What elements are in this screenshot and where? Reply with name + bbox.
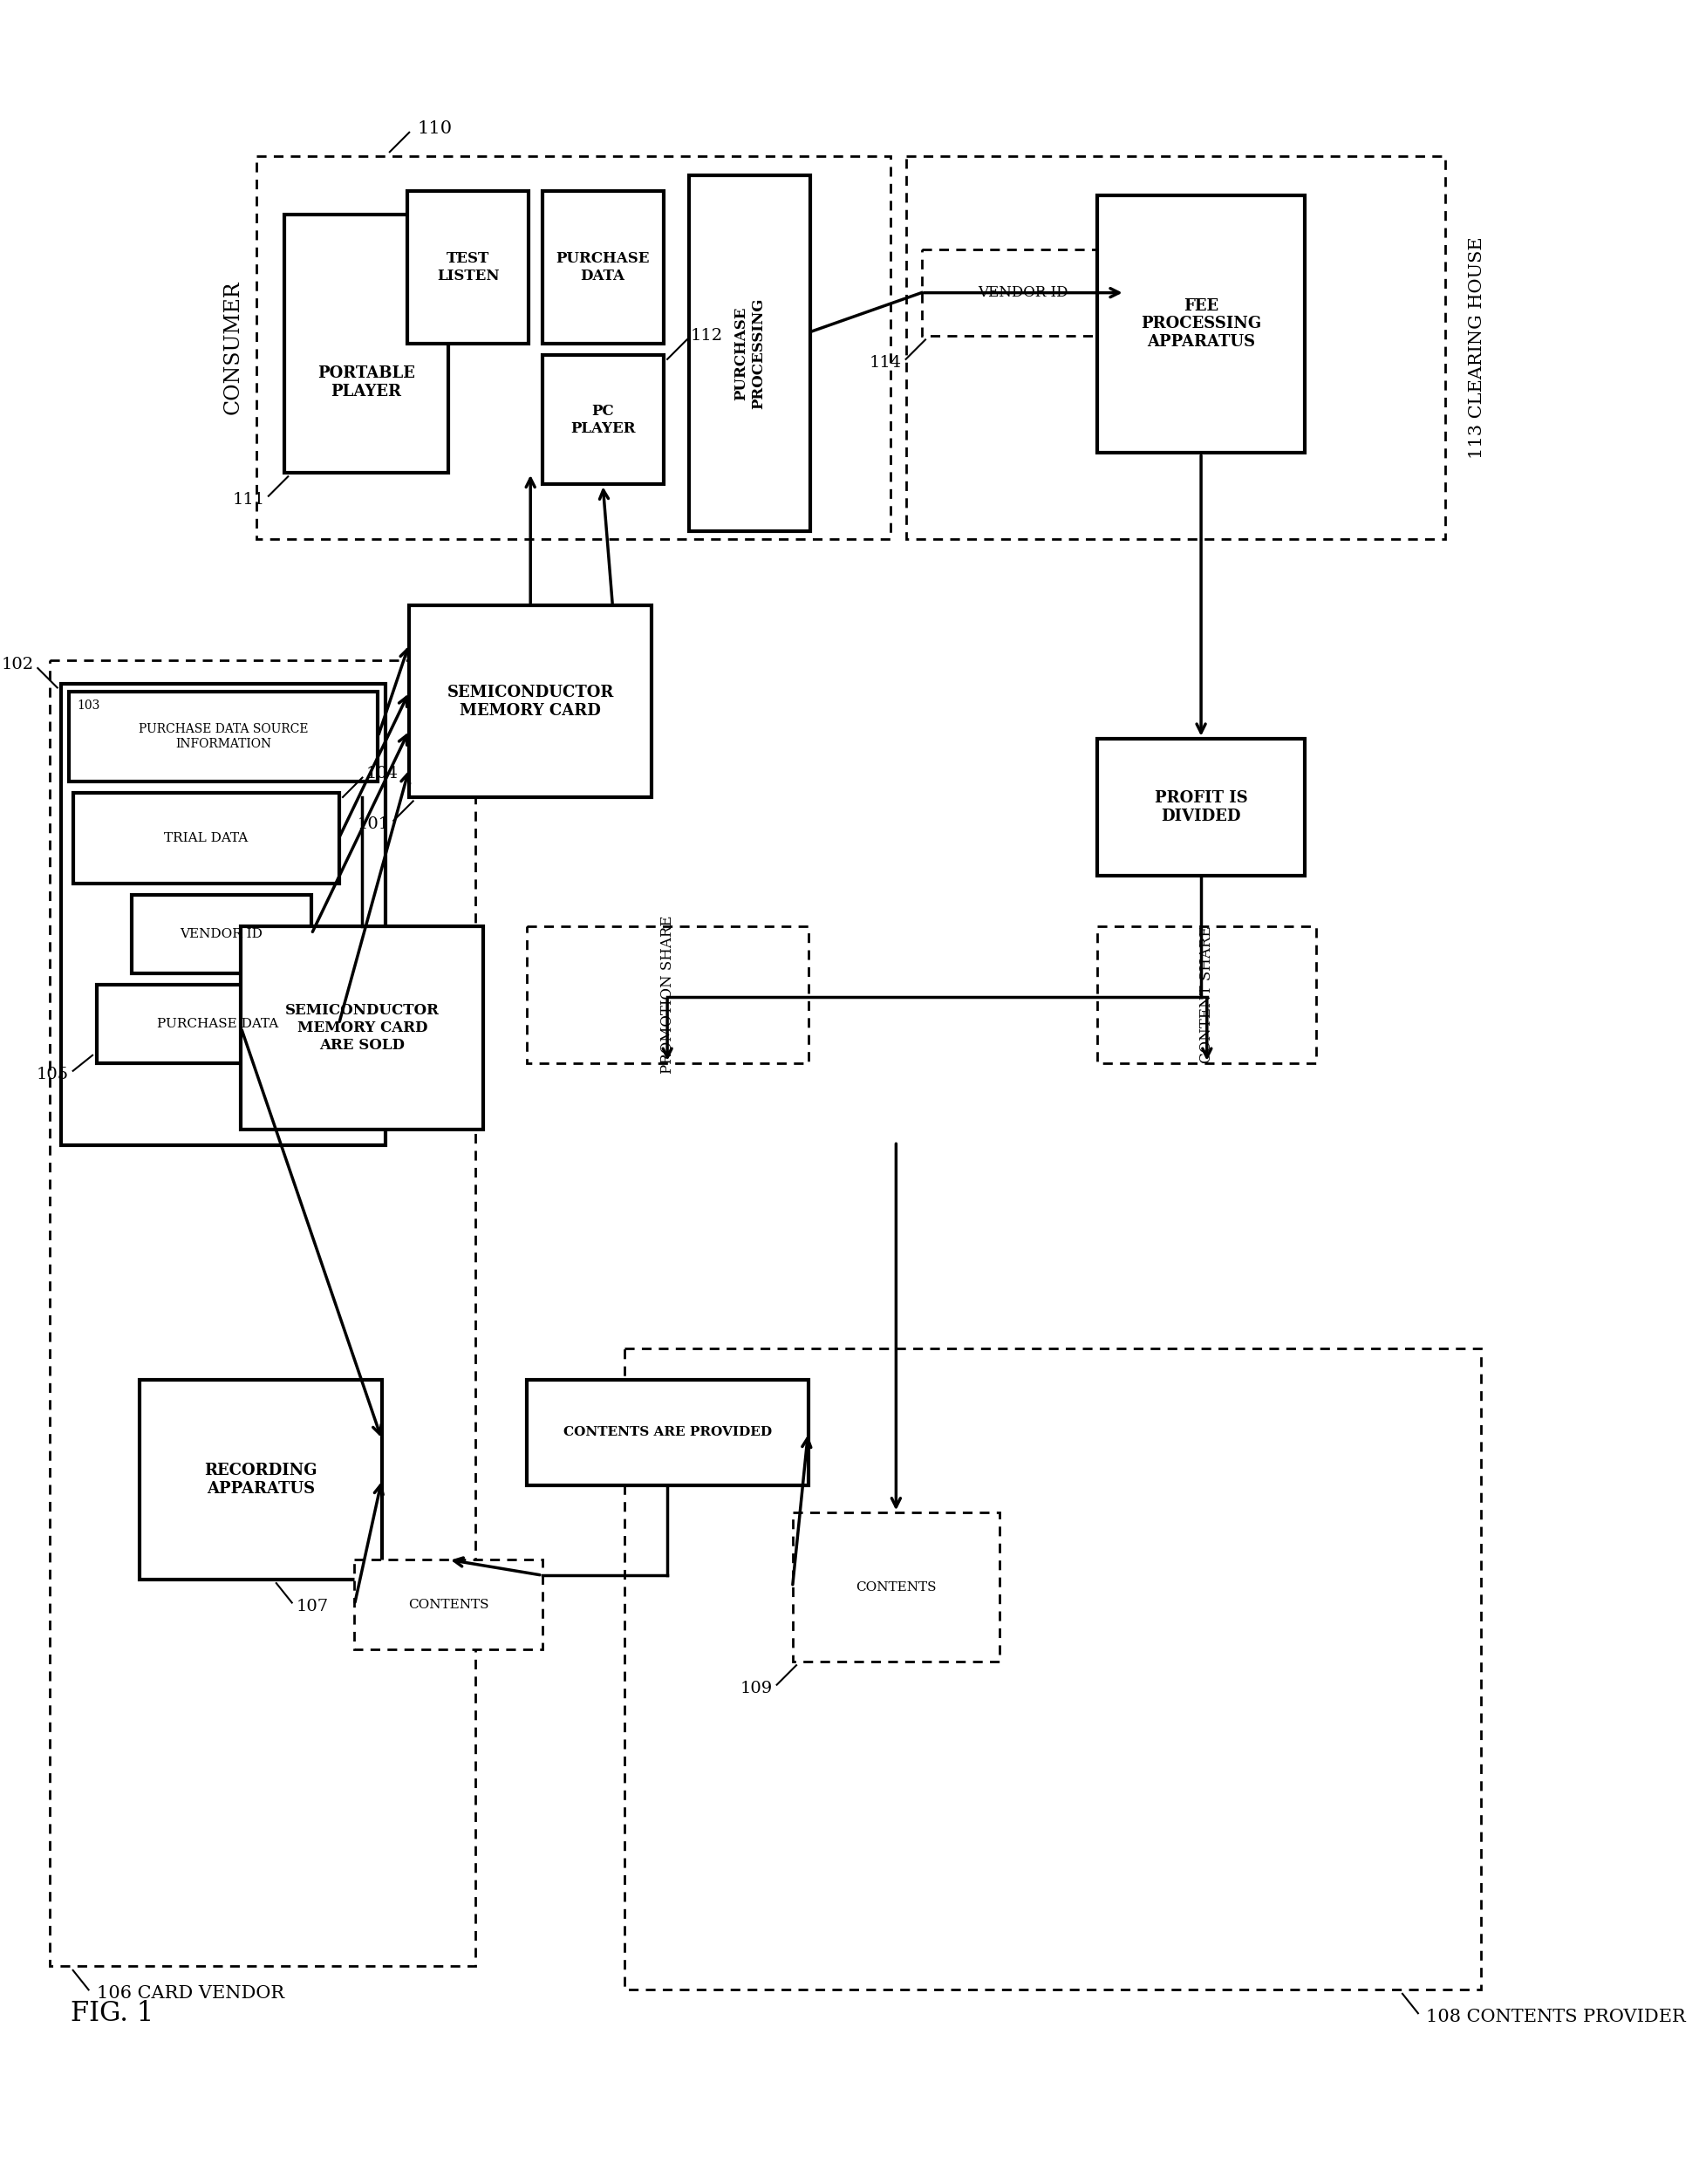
Bar — [542, 190, 663, 343]
Text: FEE
PROCESSING
APPARATUS: FEE PROCESSING APPARATUS — [1140, 297, 1261, 349]
Text: PROMOTION SHARE: PROMOTION SHARE — [659, 915, 675, 1075]
Bar — [49, 660, 476, 1966]
Text: SEMICONDUCTOR
MEMORY CARD: SEMICONDUCTOR MEMORY CARD — [447, 684, 613, 719]
Text: PURCHASE DATA SOURCE
INFORMATION: PURCHASE DATA SOURCE INFORMATION — [139, 723, 308, 749]
Text: 102: 102 — [2, 657, 34, 673]
Bar — [257, 155, 890, 539]
Bar — [906, 155, 1446, 539]
Bar — [409, 605, 652, 797]
Text: SEMICONDUCTOR
MEMORY CARD
ARE SOLD: SEMICONDUCTOR MEMORY CARD ARE SOLD — [285, 1002, 440, 1053]
Bar — [61, 684, 386, 1144]
Bar — [921, 249, 1125, 336]
Text: CONTENT SHARE: CONTENT SHARE — [1199, 926, 1215, 1064]
Bar — [284, 214, 449, 472]
Bar — [97, 985, 338, 1064]
Text: CONSUMER: CONSUMER — [223, 280, 243, 415]
Bar — [408, 190, 528, 343]
Bar — [792, 1514, 999, 1662]
Text: CONTENTS: CONTENTS — [856, 1581, 936, 1592]
Text: 108 CONTENTS PROVIDER: 108 CONTENTS PROVIDER — [1425, 2009, 1685, 2025]
Text: 101: 101 — [357, 817, 389, 832]
Text: 114: 114 — [870, 356, 902, 371]
Bar — [355, 1559, 542, 1649]
Text: FIG. 1: FIG. 1 — [71, 2001, 153, 2027]
Text: TEST
LISTEN: TEST LISTEN — [437, 251, 500, 284]
Bar — [542, 356, 663, 485]
Bar — [527, 1380, 809, 1485]
Text: 104: 104 — [367, 767, 399, 782]
Bar — [690, 175, 810, 531]
Text: 110: 110 — [416, 120, 452, 138]
Text: 105: 105 — [37, 1068, 70, 1083]
Bar — [73, 793, 338, 882]
Bar — [1098, 194, 1305, 452]
Bar — [1098, 738, 1305, 876]
Text: 107: 107 — [296, 1599, 328, 1614]
Text: VENDOR ID: VENDOR ID — [979, 286, 1069, 299]
Bar — [70, 692, 377, 782]
Bar — [1098, 926, 1317, 1064]
Bar — [139, 1380, 382, 1579]
Text: 113 CLEARING HOUSE: 113 CLEARING HOUSE — [1468, 236, 1485, 459]
Text: PURCHASE
PROCESSING: PURCHASE PROCESSING — [734, 297, 766, 408]
Text: TRIAL DATA: TRIAL DATA — [163, 832, 248, 845]
Text: 111: 111 — [233, 491, 265, 509]
Text: PROFIT IS
DIVIDED: PROFIT IS DIVIDED — [1155, 791, 1247, 823]
Text: 109: 109 — [741, 1682, 773, 1697]
Text: PURCHASE
DATA: PURCHASE DATA — [556, 251, 649, 284]
Bar — [241, 926, 484, 1129]
Bar — [131, 895, 311, 974]
Bar — [624, 1348, 1480, 1990]
Text: 103: 103 — [76, 699, 100, 712]
Bar — [527, 926, 809, 1064]
Text: PURCHASE DATA: PURCHASE DATA — [156, 1018, 279, 1031]
Text: VENDOR ID: VENDOR ID — [180, 928, 263, 939]
Text: PORTABLE
PLAYER: PORTABLE PLAYER — [318, 365, 415, 400]
Text: PC
PLAYER: PC PLAYER — [571, 404, 635, 437]
Text: RECORDING
APPARATUS: RECORDING APPARATUS — [204, 1463, 318, 1496]
Text: CONTENTS ARE PROVIDED: CONTENTS ARE PROVIDED — [562, 1426, 771, 1439]
Text: 106 CARD VENDOR: 106 CARD VENDOR — [97, 1985, 284, 2003]
Text: 112: 112 — [691, 328, 724, 343]
Text: CONTENTS: CONTENTS — [408, 1599, 489, 1612]
